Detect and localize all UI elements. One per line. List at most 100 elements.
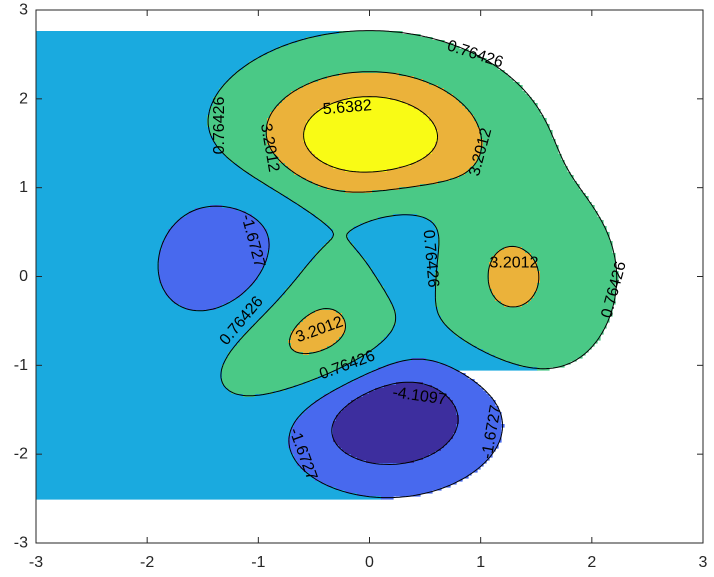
contour-fill-cell xyxy=(36,385,226,389)
contour-fill-cell xyxy=(267,259,313,263)
contour-fill-cell xyxy=(246,331,292,335)
contour-fill-cell xyxy=(36,448,292,452)
contour-fill-cell xyxy=(300,271,373,275)
contour-fill-cell xyxy=(342,448,442,452)
contour-fill-cell xyxy=(36,268,160,272)
contour-fill-cell xyxy=(480,151,559,155)
contour-fill-cell xyxy=(291,427,334,431)
contour-fill-cell xyxy=(453,367,538,371)
contour-fill-cell xyxy=(318,157,424,161)
contour-fill-cell xyxy=(159,250,268,254)
contour-fill-cell xyxy=(36,178,259,182)
contour-fill-cell xyxy=(369,391,442,395)
contour-fill-cell xyxy=(267,127,307,131)
contour-fill-cell xyxy=(339,31,403,35)
contour-label: 0.76426 xyxy=(420,229,442,288)
contour-fill-cell xyxy=(447,442,499,446)
contour-fill-cell xyxy=(333,166,400,170)
contour-fill-cell xyxy=(438,259,493,263)
contour-fill-cell xyxy=(531,256,616,260)
contour-fill-cell xyxy=(36,286,163,290)
contour-fill-cell xyxy=(36,64,247,68)
contour-fill-cell xyxy=(393,328,451,332)
contour-fill-cell xyxy=(276,154,316,158)
contour-fill-cell xyxy=(36,466,301,470)
contour-fill-cell xyxy=(162,247,271,251)
contour-fill-cell xyxy=(522,304,613,308)
contour-fill-cell xyxy=(270,115,313,119)
contour-fill-cell xyxy=(363,256,439,260)
contour-fill-cell xyxy=(327,163,412,167)
contour-fill-cell xyxy=(276,301,391,305)
contour-fill-cell xyxy=(171,226,265,230)
contour-fill-cell xyxy=(237,163,286,167)
contour-fill-cell xyxy=(36,37,307,41)
contour-fill-cell xyxy=(300,415,337,419)
contour-fill-cell xyxy=(420,184,580,188)
x-tick-label: -2 xyxy=(140,554,154,571)
contour-fill-cell xyxy=(495,298,532,302)
x-tick-label: 3 xyxy=(699,554,708,571)
contour-fill-cell xyxy=(288,43,454,47)
contour-fill-cell xyxy=(432,151,481,155)
contour-fill-cell xyxy=(285,97,349,101)
contour-fill-cell xyxy=(36,460,298,464)
contour-fill-cell xyxy=(252,214,316,218)
contour-fill-cell xyxy=(435,127,481,131)
contour-fill-cell xyxy=(210,133,268,137)
contour-fill-cell xyxy=(519,364,565,368)
contour-fill-cell xyxy=(210,112,271,116)
contour-fill-cell xyxy=(435,298,496,302)
contour-fill-cell xyxy=(222,151,274,155)
contour-fill-cell xyxy=(444,88,523,92)
contour-fill-cell xyxy=(357,250,439,254)
contour-fill-cell xyxy=(36,346,235,350)
contour-fill-cell xyxy=(267,121,307,125)
contour-fill-cell xyxy=(333,439,451,443)
contour-fill-cell xyxy=(306,265,370,269)
contour-fill-cell xyxy=(222,205,301,209)
contour-fill-cell xyxy=(435,304,505,308)
contour-fill-cell xyxy=(360,223,436,227)
contour-fill-cell xyxy=(36,334,244,338)
contour-fill-cell xyxy=(168,229,268,233)
contour-fill-cell xyxy=(276,106,325,110)
contour-fill-cell xyxy=(441,316,610,320)
y-tick-label: -3 xyxy=(14,535,28,552)
contour-fill-cell xyxy=(291,169,346,173)
contour-fill-cell xyxy=(477,121,547,125)
contour-fill-cell xyxy=(243,169,292,173)
contour-fill-cell xyxy=(270,238,331,242)
contour-fill-cell xyxy=(393,325,448,329)
contour-fill-cell xyxy=(36,373,223,377)
contour-fill-cell xyxy=(249,61,490,65)
contour-fill-cell xyxy=(483,349,589,353)
contour-fill-cell xyxy=(315,253,361,257)
contour-fill-cell xyxy=(459,415,502,419)
contour-fill-cell xyxy=(303,136,439,140)
contour-fill-cell xyxy=(36,217,181,221)
contour-fill-cell xyxy=(315,154,427,158)
contour-fill-cell xyxy=(375,388,439,392)
contour-fill-cell xyxy=(36,316,262,320)
contour-fill-cell xyxy=(327,76,415,80)
contour-fill-cell xyxy=(435,124,478,128)
contour-fill-cell xyxy=(342,409,457,413)
contour-fill-cell xyxy=(453,94,529,98)
contour-fill-cell xyxy=(36,481,322,485)
axes: -3 -2 -1 0 1 2 3 3 2 1 0 -1 -2 -3 xyxy=(14,2,708,572)
contour-fill-cell xyxy=(36,163,238,167)
contour-fill-cell xyxy=(438,388,484,392)
contour-fill-cell xyxy=(465,172,571,176)
contour-fill-cell xyxy=(438,256,493,260)
contour-fill-cell xyxy=(351,361,397,365)
contour-fill-cell xyxy=(36,454,295,458)
contour-fill-cell xyxy=(459,100,535,104)
contour-fill-cell xyxy=(291,91,448,95)
contour-fill-cell xyxy=(267,256,316,260)
contour-fill-cell xyxy=(291,346,328,350)
contour-fill-cell xyxy=(531,298,616,302)
contour-fill-cell xyxy=(348,232,439,236)
contour-fill-cell xyxy=(321,160,418,164)
contour-fill-cell xyxy=(36,223,175,227)
